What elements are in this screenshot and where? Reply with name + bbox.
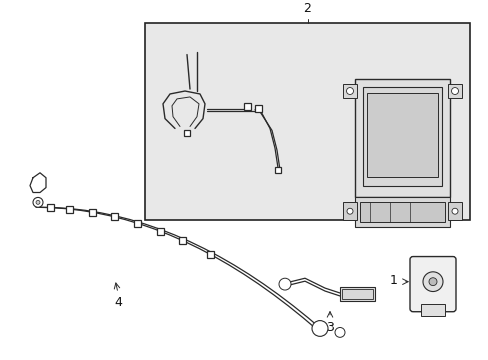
Bar (339, 287, 374, 301)
Circle shape (311, 321, 327, 336)
Bar (254, 105, 261, 112)
Circle shape (346, 87, 353, 94)
Bar (359, 202, 444, 222)
Circle shape (33, 197, 43, 207)
Bar (274, 167, 281, 173)
Circle shape (36, 201, 40, 204)
Circle shape (279, 278, 290, 290)
Bar (447, 202, 461, 220)
Bar (183, 130, 190, 136)
Bar (420, 304, 444, 316)
Bar (342, 202, 356, 220)
Bar (207, 251, 214, 258)
Bar (156, 228, 163, 235)
Bar (134, 220, 141, 227)
Bar (46, 204, 54, 211)
Text: 4: 4 (114, 296, 122, 309)
Text: 1: 1 (389, 274, 397, 287)
Bar (243, 103, 250, 110)
Bar (341, 289, 372, 299)
Bar (111, 213, 118, 220)
Circle shape (334, 328, 345, 337)
Bar (354, 197, 449, 227)
Bar (366, 93, 437, 177)
Circle shape (422, 272, 442, 292)
Circle shape (346, 208, 352, 214)
Bar (362, 87, 441, 186)
Text: 2: 2 (303, 2, 311, 15)
Bar (179, 237, 186, 244)
FancyBboxPatch shape (409, 257, 455, 312)
Text: 3: 3 (325, 321, 333, 334)
Bar (354, 79, 449, 197)
Bar (447, 84, 461, 98)
Bar (66, 206, 73, 212)
Bar (89, 209, 96, 216)
Bar (145, 23, 469, 220)
Circle shape (451, 208, 457, 214)
Bar (342, 84, 356, 98)
Circle shape (428, 278, 436, 285)
Circle shape (450, 87, 458, 94)
